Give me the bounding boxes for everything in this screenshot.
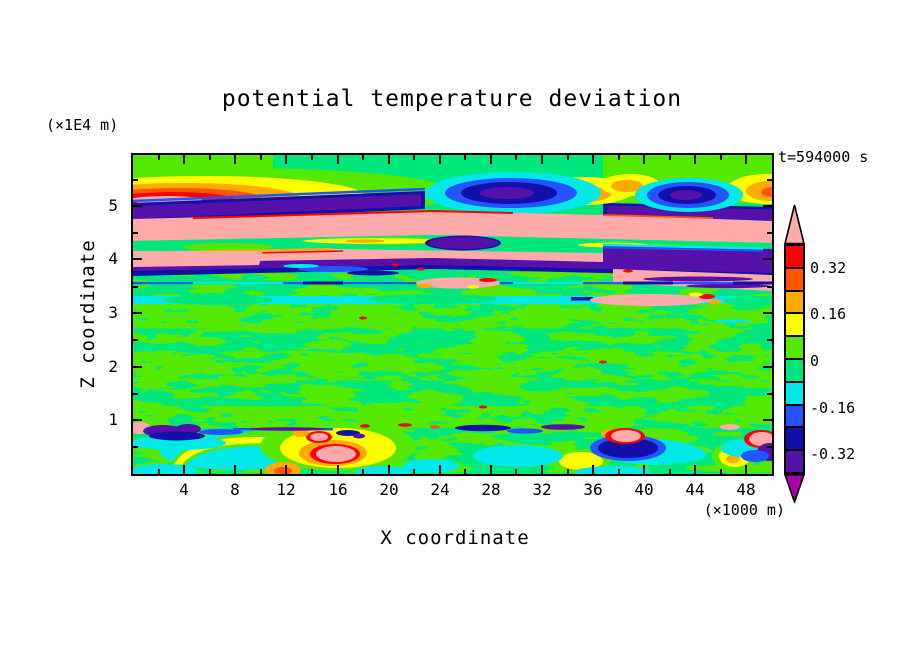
- x-axis-title: X coordinate: [380, 527, 530, 549]
- y-axis-units: (×1E4 m): [46, 116, 119, 134]
- colorbar-cell: [786, 246, 803, 269]
- x-tick-label: 16: [328, 480, 348, 499]
- y-tick-label: 5: [108, 196, 118, 215]
- colorbar-cell: [786, 359, 803, 383]
- colorbar-cell: [786, 451, 803, 472]
- x-tick-label: 36: [583, 480, 603, 499]
- colorbar-label: 0.16: [810, 305, 847, 323]
- timestamp: t=594000 s: [778, 148, 869, 166]
- y-tick-label: 1: [108, 410, 118, 429]
- axis-ticks: [133, 155, 772, 474]
- colorbar-under-arrow: [784, 473, 805, 503]
- x-tick-label: 20: [379, 480, 399, 499]
- y-tick-label: 3: [108, 303, 118, 322]
- colorbar-cell: [786, 405, 803, 429]
- colorbar-cell: [786, 382, 803, 406]
- colorbar: [784, 204, 805, 503]
- plot-area: [131, 153, 774, 476]
- x-tick-label: 40: [634, 480, 654, 499]
- x-tick-label: 48: [736, 480, 756, 499]
- colorbar-label: 0.32: [810, 259, 847, 277]
- colorbar-over-arrow: [784, 204, 805, 244]
- y-tick-label: 2: [108, 357, 118, 376]
- colorbar-cell: [786, 428, 803, 452]
- colorbar-cell: [786, 337, 803, 360]
- page-title: potential temperature deviation: [221, 86, 683, 112]
- x-tick-label: 8: [230, 480, 240, 499]
- x-tick-label: 44: [685, 480, 705, 499]
- x-tick-label: 28: [481, 480, 501, 499]
- y-tick-label: 4: [108, 249, 118, 268]
- colorbar-cell: [786, 291, 803, 315]
- colorbar-label: 0: [810, 352, 820, 370]
- x-axis-units: (×1000 m): [703, 501, 785, 519]
- colorbar-label: -0.16: [810, 399, 856, 417]
- colorbar-cell: [786, 268, 803, 292]
- x-tick-label: 24: [430, 480, 450, 499]
- contour-field: [133, 155, 772, 474]
- x-tick-label: 12: [276, 480, 296, 499]
- colorbar-label: -0.32: [810, 445, 856, 463]
- colorbar-cells: [784, 244, 805, 474]
- x-tick-label: 4: [179, 480, 189, 499]
- colorbar-cell: [786, 314, 803, 338]
- x-tick-label: 32: [532, 480, 552, 499]
